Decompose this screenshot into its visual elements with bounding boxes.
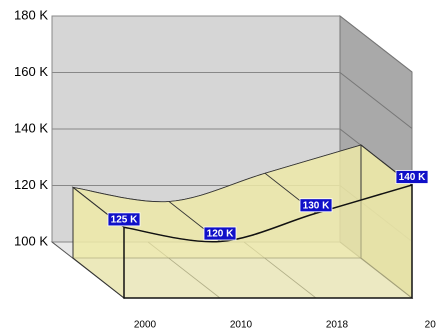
grid-line [339, 72, 413, 129]
x-tick-label: 2000 [134, 320, 157, 331]
labels: 2000 2010 2018 202 125 K 120 K 130 K 140 K [107, 170, 436, 331]
area-front [123, 183, 413, 299]
value-label-box [203, 226, 237, 241]
x-tick-label: 2018 [326, 320, 349, 331]
y-tick-label: 120 K [14, 177, 48, 192]
grid-line [339, 15, 413, 73]
y-tick-label: 160 K [14, 64, 48, 79]
y-tick-label: 100 K [14, 233, 48, 248]
value-label-box [299, 198, 333, 213]
x-tick-label: 202 [425, 320, 436, 331]
value-label: 130 K [303, 200, 330, 211]
value-label: 140 K [399, 172, 426, 183]
value-label-box [395, 170, 429, 184]
value-label-box [107, 212, 141, 227]
value-label: 120 K [207, 229, 234, 240]
value-label: 125 K [111, 215, 138, 226]
area-series [71, 143, 413, 300]
x-tick-label: 2010 [230, 320, 253, 331]
y-tick-label: 180 K [14, 7, 48, 22]
y-tick-label: 140 K [14, 120, 48, 135]
